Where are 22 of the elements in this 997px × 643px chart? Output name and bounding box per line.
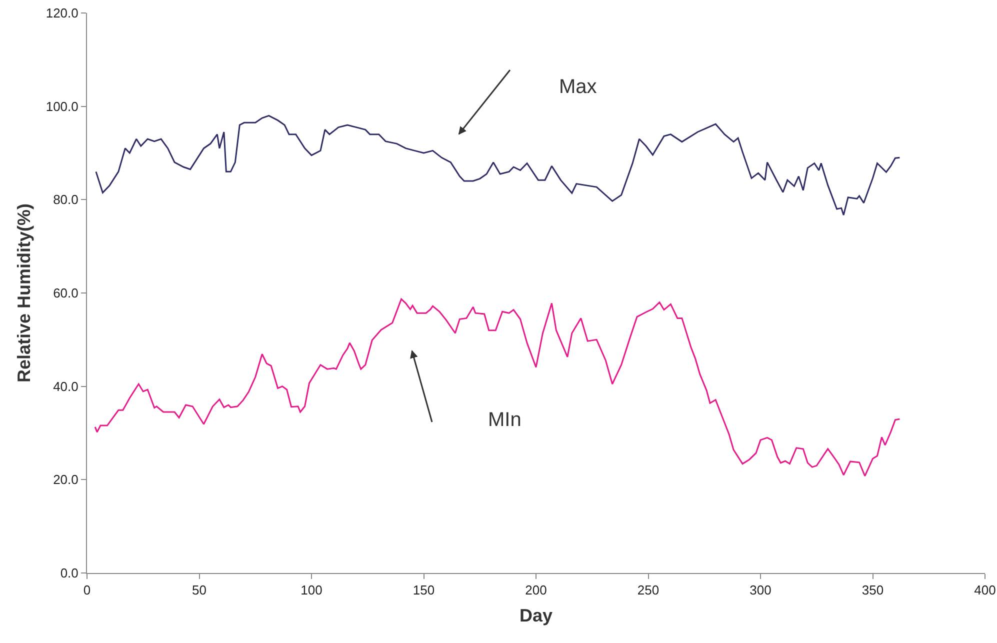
y-tick-label: 120.0 xyxy=(46,6,78,21)
x-tick-label: 50 xyxy=(192,582,206,598)
x-tick-label: 350 xyxy=(862,582,884,598)
y-tick-label: 0.0 xyxy=(60,566,78,581)
y-tick-label: 100.0 xyxy=(46,98,78,114)
y-tick-label: 20.0 xyxy=(53,472,78,488)
x-tick-label: 400 xyxy=(974,582,996,598)
x-axis-title: Day xyxy=(519,606,553,626)
line-series xyxy=(94,298,900,477)
line-series xyxy=(95,114,900,216)
x-tick-label: 300 xyxy=(750,582,772,598)
x-tick-label: 0 xyxy=(83,582,91,598)
y-tick-label: 40.0 xyxy=(53,378,78,394)
x-tick-label: 250 xyxy=(637,582,660,598)
annotation: MIn xyxy=(488,409,522,431)
y-axis-title: Relative Humidity(%) xyxy=(14,203,34,383)
x-tick-label: 100 xyxy=(300,582,322,598)
x-tick-label: 200 xyxy=(525,582,547,598)
y-tick-label: 60.0 xyxy=(53,286,78,301)
annotation: Max xyxy=(559,76,597,98)
x-tick-label: 150 xyxy=(412,582,435,598)
y-tick-label: 80.0 xyxy=(53,192,78,208)
